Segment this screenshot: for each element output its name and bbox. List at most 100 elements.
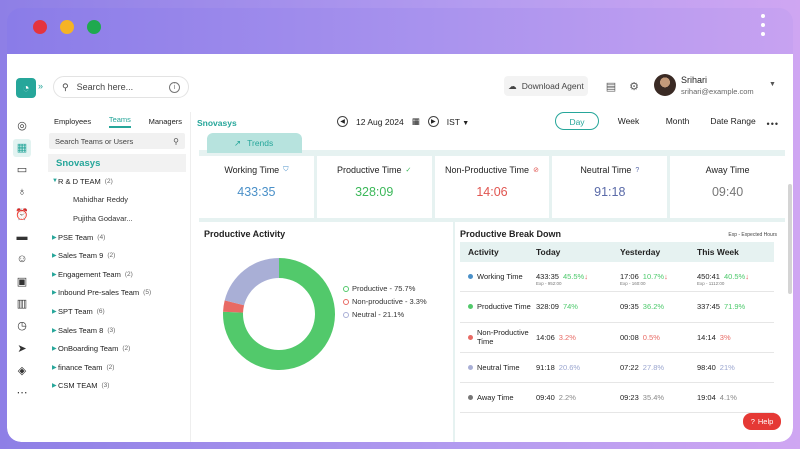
card-non-productive-time[interactable]: Non-Productive Time ⊘ 14:06 [434, 156, 550, 218]
team-item[interactable]: ▶ Inbound Pre-sales Team (5) [44, 284, 190, 303]
tab-managers[interactable]: Managers [148, 116, 182, 126]
user-icon[interactable]: ☺ [16, 253, 28, 266]
next-date-button[interactable]: ▶ [427, 116, 439, 127]
expand-menu-icon[interactable]: » [38, 81, 44, 91]
team-count: (5) [143, 289, 152, 297]
percent-value: 27.8% [643, 363, 664, 372]
tab-employees[interactable]: Employees [54, 116, 92, 126]
range-date-range[interactable]: Date Range [710, 116, 756, 126]
ticket-icon[interactable]: ▭ [16, 164, 28, 177]
card-label: Working Time [224, 165, 280, 175]
briefcase-icon[interactable]: ▣ [16, 275, 28, 288]
panel-title: Productive Activity [204, 229, 286, 239]
cell-value: 98:40 21% [697, 363, 774, 372]
caret-right-icon[interactable]: ▶ [52, 308, 57, 315]
timezone-select[interactable]: IST ▼ [447, 117, 469, 127]
card-title: Working Time ⛉ [224, 165, 288, 175]
caret-right-icon[interactable]: ▶ [52, 290, 57, 297]
help-button[interactable]: ? Help [743, 413, 781, 430]
info-icon[interactable]: i [169, 81, 180, 93]
browser-window: ◔ » ⚲ Search here... i ☁ Download Agent … [7, 8, 793, 442]
network-icon[interactable]: ⋯ [16, 387, 28, 400]
team-item[interactable]: ▶ PSE Team (4) [44, 228, 190, 247]
card-neutral-time[interactable]: Neutral Time? 91:18 [552, 156, 668, 218]
table-row: Non-Productive Time 14:06 3.2% 00:08 0.5% 14:… [460, 323, 774, 353]
calendar-icon[interactable]: ▥ [16, 298, 28, 311]
alarm-icon[interactable]: ⏰ [15, 208, 29, 221]
teams-search-placeholder: Search Teams or Users [55, 136, 134, 146]
team-item[interactable]: ▶ Sales Team 9 (2) [44, 246, 190, 265]
time-value: 450:41 [697, 272, 720, 282]
download-agent-button[interactable]: ☁ Download Agent [504, 76, 588, 96]
global-search[interactable]: ⚲ Search here... i [53, 76, 189, 98]
range-day[interactable]: Day [555, 112, 599, 130]
document-icon[interactable]: ▤ [605, 80, 617, 93]
team-item[interactable]: ▶ Engagement Team (2) [44, 265, 190, 284]
prev-date-button[interactable]: ◀ [337, 116, 348, 127]
download-agent-label: Download Agent [521, 81, 584, 91]
percent-value: 0.5% [643, 333, 660, 342]
expected-hours: Exp - 1112:00 [697, 281, 725, 287]
app-logo-icon[interactable]: ◔ [16, 78, 36, 98]
caret-right-icon[interactable]: ▶ [52, 383, 57, 390]
caret-down-icon[interactable]: ▼ [52, 178, 58, 185]
caret-right-icon[interactable]: ▶ [52, 253, 57, 260]
caret-right-icon[interactable]: ▶ [52, 346, 57, 353]
expected-hours: Exp - 952:00 [536, 281, 562, 287]
maximize-window-dot[interactable] [87, 20, 101, 34]
avatar[interactable] [654, 74, 676, 96]
expected-hours-note: Exp - Expected Hours [728, 232, 777, 238]
team-item[interactable]: ▶ Sales Team 8 (3) [44, 321, 190, 340]
trend-up-icon: ↗ [234, 137, 242, 148]
card-productive-time[interactable]: Productive Time ✓ 328:09 [316, 156, 432, 218]
close-window-dot[interactable] [33, 20, 47, 34]
time-value: 98:40 [697, 363, 716, 373]
range-month[interactable]: Month [665, 116, 690, 126]
org-name[interactable]: Snovasys [48, 154, 186, 172]
search-input[interactable]: Search here... [76, 82, 134, 92]
donut-slice-non-productive[interactable] [223, 300, 245, 313]
clock-icon[interactable]: ◷ [17, 320, 27, 333]
caret-right-icon[interactable]: ▶ [52, 327, 57, 334]
card-away-time[interactable]: Away Time 09:40 [670, 156, 785, 218]
page-scrollbar[interactable] [788, 184, 792, 294]
dashboard-icon[interactable]: ▦ [13, 138, 31, 157]
caret-right-icon[interactable]: ▶ [52, 364, 57, 371]
card-icon[interactable]: ▬ [16, 230, 28, 243]
gear-icon[interactable]: ⚙ [629, 80, 639, 93]
tab-teams[interactable]: Teams [108, 115, 131, 128]
graduation-icon[interactable]: ◈ [17, 365, 27, 378]
arrow-down-icon: ↓ [664, 272, 668, 282]
trends-label: Trends [247, 138, 274, 148]
team-item[interactable]: ▼ R & D TEAM (2) [44, 172, 190, 191]
page-title: Snovasys [197, 118, 237, 128]
member-item[interactable]: Mahidhar Reddy [73, 195, 129, 205]
team-item[interactable]: ▶ CSM TEAM (3) [44, 377, 190, 396]
caret-right-icon[interactable]: ▶ [52, 271, 57, 278]
donut-slice-productive[interactable] [223, 258, 335, 370]
card-working-time[interactable]: Working Time ⛉ 433:35 [199, 156, 314, 218]
more-options-icon[interactable]: ••• [766, 119, 779, 129]
donut-slice-neutral[interactable] [224, 258, 279, 306]
team-item[interactable]: ▶ OnBoarding Team (2) [44, 339, 190, 358]
send-icon[interactable]: ➤ [17, 342, 27, 355]
range-week[interactable]: Week [617, 116, 640, 126]
team-label: PSE Team [58, 232, 94, 242]
caret-right-icon[interactable]: ▶ [52, 234, 57, 241]
bulb-icon[interactable]: ♁ [17, 186, 27, 199]
chevron-down-icon[interactable]: ▼ [769, 81, 776, 88]
window-menu-icon[interactable] [761, 14, 767, 36]
teams-search-input[interactable]: Search Teams or Users ⚲ [49, 133, 185, 149]
date-value[interactable]: 12 Aug 2024 [356, 116, 404, 127]
team-item[interactable]: ▶ SPT Team (6) [44, 302, 190, 321]
help-label: Help [757, 417, 774, 426]
tab-trends[interactable]: ↗ Trends [207, 133, 302, 153]
percent-value: 40.5%↓ [724, 272, 749, 281]
team-label: SPT Team [58, 306, 93, 316]
team-item[interactable]: ▶ finance Team (2) [44, 358, 190, 377]
calendar-icon[interactable]: ▦ [411, 116, 420, 126]
member-item[interactable]: Pujitha Godavar... [73, 213, 133, 223]
column-today: Today [536, 247, 561, 257]
target-icon[interactable]: ◎ [17, 119, 27, 132]
minimize-window-dot[interactable] [60, 20, 74, 34]
